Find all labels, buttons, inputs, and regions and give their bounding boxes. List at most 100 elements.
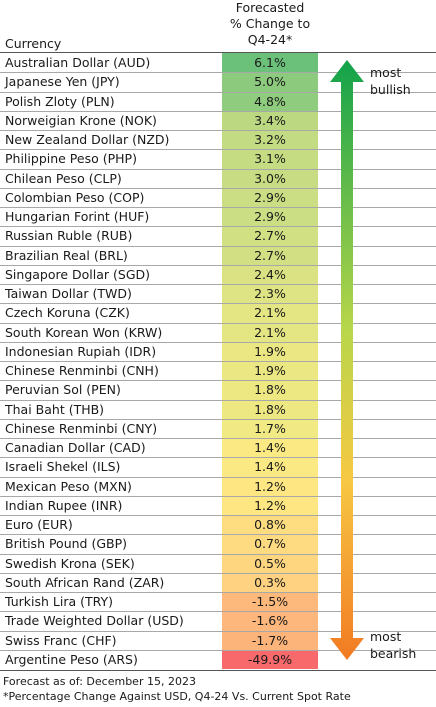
most-bullish-label: most bullish xyxy=(370,65,411,97)
currency-name: Hungarian Forint (HUF) xyxy=(5,209,150,224)
currency-name: Mexican Peso (MXN) xyxy=(5,478,132,494)
currency-name: Russian Ruble (RUB) xyxy=(5,228,133,244)
currency-name: Japanese Yen (JPY) xyxy=(5,74,120,90)
row-separator xyxy=(0,553,436,555)
change-column-header: Forecasted % Change to Q4-24* xyxy=(222,0,318,48)
currency-name: Indonesian Rupiah (IDR) xyxy=(5,343,157,359)
currency-name: Argentine Peso (ARS) xyxy=(5,651,138,667)
row-separator xyxy=(0,457,436,459)
currency-name: Turkish Lira (TRY) xyxy=(5,594,114,609)
row-separator xyxy=(0,303,436,305)
bullish-bearish-arrow xyxy=(330,60,364,660)
currency-name: Australian Dollar (AUD) xyxy=(5,55,151,70)
header-divider xyxy=(0,52,436,53)
currency-name: Canadian Dollar (CAD) xyxy=(5,440,146,455)
row-separator xyxy=(0,168,436,170)
value-cell: 4.8% xyxy=(222,91,318,111)
value-cell: 2.1% xyxy=(222,322,318,342)
value-cell: 1.8% xyxy=(222,380,318,400)
row-separator xyxy=(0,226,436,228)
row-separator xyxy=(0,207,436,208)
value-cell: 2.7% xyxy=(222,226,318,246)
value-cell: -1.6% xyxy=(222,611,318,631)
value-cell: 3.2% xyxy=(222,130,318,150)
currency-name: Peruvian Sol (PEN) xyxy=(5,382,121,398)
value-cell: 3.4% xyxy=(222,110,318,130)
row-separator xyxy=(0,515,436,516)
forecast-date-footnote: Forecast as of: December 15, 2023 xyxy=(3,675,196,688)
currency-name: Singapore Dollar (SGD) xyxy=(5,266,151,282)
value-cell: 1.4% xyxy=(222,457,318,477)
row-separator xyxy=(0,72,436,74)
value-cell: -1.7% xyxy=(222,630,318,650)
currency-name: Israeli Shekel (ILS) xyxy=(5,459,121,475)
currency-name: Swiss Franc (CHF) xyxy=(5,632,117,648)
value-cell: -49.9% xyxy=(222,649,318,669)
table-bottom-divider xyxy=(0,670,436,671)
value-cell: 5.0% xyxy=(222,72,318,92)
row-separator xyxy=(0,592,436,593)
value-cell: 2.3% xyxy=(222,284,318,304)
value-cell: 1.4% xyxy=(222,438,318,458)
currency-name: Philippine Peso (PHP) xyxy=(5,151,137,167)
row-separator xyxy=(0,495,436,497)
change-header-line-1: Forecasted xyxy=(235,0,305,15)
currency-name: Indian Rupee (INR) xyxy=(5,497,123,513)
value-cell: 2.9% xyxy=(222,207,318,227)
currency-name: Colombian Peso (COP) xyxy=(5,189,145,205)
value-cell: 2.9% xyxy=(222,187,318,207)
currency-name: South Korean Won (KRW) xyxy=(5,324,163,340)
value-cell: 1.9% xyxy=(222,341,318,361)
change-header-line-2: % Change to xyxy=(229,16,311,31)
currency-name: Chinese Renminbi (CNY) xyxy=(5,420,158,436)
row-separator xyxy=(0,438,436,439)
value-cell: 1.7% xyxy=(222,418,318,438)
row-separator xyxy=(0,284,436,285)
value-cell: 3.0% xyxy=(222,168,318,188)
currency-name: Euro (EUR) xyxy=(5,517,73,532)
row-separator xyxy=(0,611,436,613)
most-bearish-label: most bearish xyxy=(370,629,417,661)
currency-name: Trade Weighted Dollar (USD) xyxy=(5,613,184,629)
value-cell: 3.1% xyxy=(222,149,318,169)
value-cell: 2.1% xyxy=(222,303,318,323)
row-separator xyxy=(0,476,436,478)
percentage-definition-footnote: *Percentage Change Against USD, Q4-24 Vs… xyxy=(3,690,351,703)
row-separator xyxy=(0,91,436,93)
row-separator xyxy=(0,130,436,131)
currency-name: British Pound (GBP) xyxy=(5,536,128,552)
currency-name: Swedish Krona (SEK) xyxy=(5,555,135,571)
row-separator xyxy=(0,572,436,574)
currency-name: Chinese Renminbi (CNH) xyxy=(5,363,159,378)
change-header-line-3: Q4-24* xyxy=(247,32,293,47)
currency-name: Chilean Peso (CLP) xyxy=(5,170,122,186)
value-cell: 1.9% xyxy=(222,361,318,381)
currency-name: New Zealand Dollar (NZD) xyxy=(5,132,170,147)
row-separator xyxy=(0,361,436,362)
value-cell: 0.7% xyxy=(222,534,318,554)
value-cell: 0.5% xyxy=(222,553,318,573)
row-separator xyxy=(0,630,436,632)
currency-name: Thai Baht (THB) xyxy=(5,401,105,417)
row-separator xyxy=(0,380,436,382)
currency-name: Brazilian Real (BRL) xyxy=(5,247,128,263)
currency-name: South African Rand (ZAR) xyxy=(5,574,165,590)
value-cell: 0.8% xyxy=(222,515,318,535)
currency-name: Polish Zloty (PLN) xyxy=(5,93,115,109)
row-separator xyxy=(0,418,436,420)
currency-name: Taiwan Dollar (TWD) xyxy=(5,286,132,301)
value-cell: 2.7% xyxy=(222,245,318,265)
row-separator xyxy=(0,649,436,651)
value-cell: 0.3% xyxy=(222,572,318,592)
currency-name: Czech Koruna (CZK) xyxy=(5,305,130,321)
row-separator xyxy=(0,399,436,401)
value-cell: 1.2% xyxy=(222,476,318,496)
row-separator xyxy=(0,110,436,112)
value-cell: 1.8% xyxy=(222,399,318,419)
currency-name: Norweigian Krone (NOK) xyxy=(5,112,157,128)
row-separator xyxy=(0,534,436,536)
row-separator xyxy=(0,245,436,247)
row-separator xyxy=(0,341,436,343)
value-cell: 1.2% xyxy=(222,495,318,515)
value-cell: 2.4% xyxy=(222,264,318,284)
